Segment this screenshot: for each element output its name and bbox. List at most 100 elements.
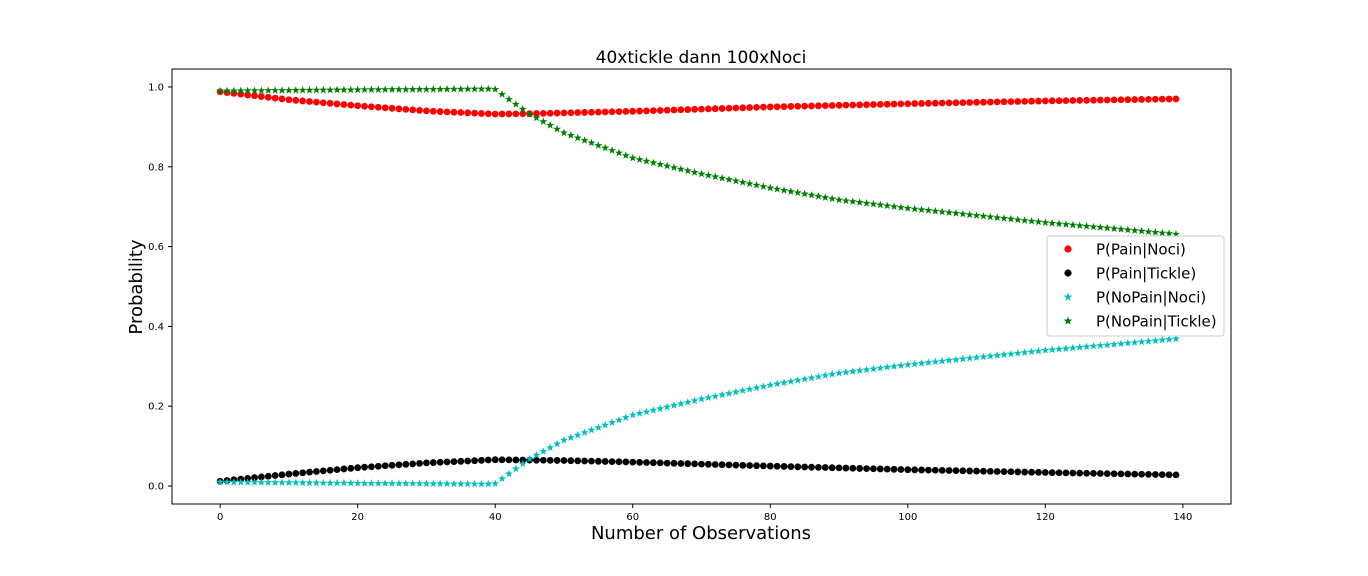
legend-marker: [1064, 269, 1072, 277]
data-point: [1123, 225, 1132, 234]
data-point: [374, 462, 382, 470]
series-p-nopain-noci: [216, 334, 1180, 488]
data-point: [299, 97, 307, 105]
data-point: [1048, 219, 1057, 227]
data-point: [1068, 220, 1077, 229]
data-point: [408, 479, 417, 487]
x-tick-label: 100: [898, 512, 917, 523]
data-point: [484, 456, 492, 464]
data-point: [236, 86, 245, 95]
data-point: [931, 206, 940, 215]
data-point: [1055, 469, 1063, 477]
data-point: [670, 401, 678, 409]
data-point: [1007, 98, 1015, 106]
data-point: [1165, 335, 1174, 343]
data-point: [828, 194, 837, 203]
data-point: [484, 84, 493, 93]
data-point: [793, 376, 802, 384]
data-point: [759, 182, 768, 190]
data-point: [862, 199, 871, 207]
data-point: [339, 478, 348, 487]
data-point: [573, 430, 582, 439]
data-point: [381, 462, 389, 470]
data-point: [1000, 214, 1009, 222]
data-point: [285, 96, 293, 104]
data-point: [1165, 95, 1173, 103]
data-point: [305, 478, 314, 487]
data-point: [1083, 96, 1090, 104]
data-point: [243, 478, 252, 486]
data-point: [704, 171, 713, 179]
data-point: [546, 456, 554, 464]
data-point: [938, 99, 946, 107]
data-point: [835, 368, 844, 377]
data-point: [423, 459, 430, 467]
plot-frame: [171, 68, 1232, 505]
data-point: [1041, 218, 1050, 227]
data-point: [1103, 470, 1111, 478]
data-point: [422, 85, 431, 93]
data-point: [1096, 96, 1104, 104]
data-point: [491, 110, 499, 118]
data-point: [484, 110, 492, 118]
data-point: [449, 479, 458, 488]
data-point: [587, 425, 596, 434]
data-point: [1083, 469, 1090, 477]
data-point: [1158, 95, 1166, 103]
data-point: [361, 102, 368, 110]
y-tick-label: 0.0: [148, 482, 164, 493]
data-point: [525, 109, 534, 118]
data-point: [546, 443, 555, 452]
data-point: [986, 467, 994, 475]
data-point: [643, 107, 650, 115]
data-point: [1068, 343, 1077, 352]
data-point: [965, 210, 974, 219]
data-point: [409, 460, 417, 468]
data-point: [291, 86, 300, 94]
data-point: [443, 458, 451, 466]
data-point: [236, 478, 245, 486]
data-point: [1123, 338, 1132, 347]
data-point: [313, 98, 320, 106]
data-point: [711, 172, 720, 181]
data-point: [911, 100, 919, 107]
data-point: [491, 456, 499, 464]
data-point: [498, 90, 507, 98]
x-tick-label: 20: [351, 512, 364, 523]
y-tick-label: 0.4: [148, 322, 164, 333]
legend: P(Pain|Noci) P(Pain|Tickle) P(NoPain|Noci)…: [1046, 235, 1225, 337]
data-point: [1075, 221, 1084, 230]
data-point: [649, 107, 657, 115]
data-point: [821, 464, 829, 471]
data-point: [635, 409, 644, 417]
data-point: [951, 209, 960, 217]
data-point: [436, 479, 445, 488]
data-point: [931, 466, 939, 474]
data-point: [1096, 470, 1104, 477]
data-point: [1062, 97, 1070, 105]
data-point: [443, 85, 452, 93]
data-point: [691, 460, 699, 468]
data-point: [416, 106, 423, 114]
data-point: [1096, 223, 1105, 231]
data-point: [504, 95, 513, 103]
data-point: [429, 107, 437, 115]
data-point: [966, 467, 974, 475]
data-point: [450, 458, 458, 466]
data-point: [952, 99, 960, 107]
data-point: [903, 204, 912, 212]
data-point: [381, 104, 389, 112]
data-point: [395, 105, 403, 113]
y-tick-label: 1.0: [148, 82, 164, 93]
data-point: [1165, 471, 1173, 479]
x-tick-label: 120: [1036, 512, 1055, 523]
data-point: [993, 351, 1002, 359]
data-point: [794, 463, 802, 471]
data-point: [251, 92, 258, 100]
data-point: [925, 99, 932, 107]
data-point: [1006, 349, 1015, 358]
data-point: [828, 464, 836, 472]
data-point: [229, 477, 238, 486]
data-point: [566, 131, 575, 139]
data-point: [1035, 468, 1042, 476]
